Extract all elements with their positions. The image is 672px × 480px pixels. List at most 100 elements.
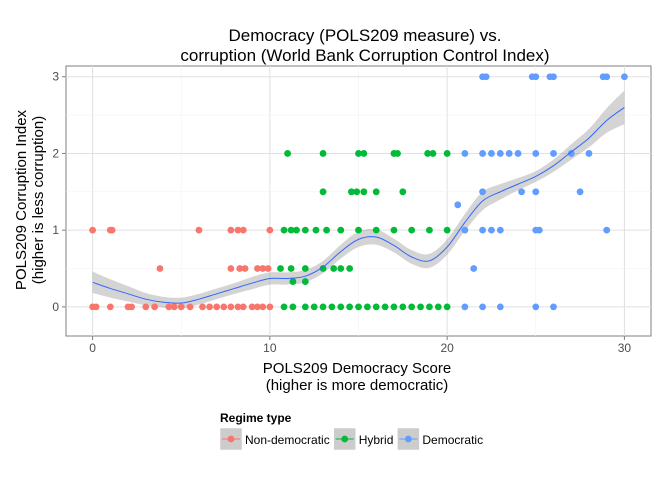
point-democratic (454, 201, 462, 209)
point-hybrid (323, 226, 330, 234)
point-democratic (479, 150, 486, 157)
point-hybrid (390, 226, 398, 234)
point-democratic (576, 188, 584, 196)
data-points (89, 73, 628, 311)
x-axis-title-line-2: (higher is more democratic) (266, 377, 449, 394)
point-hybrid (360, 150, 368, 157)
point-non-democratic (165, 303, 173, 311)
point-hybrid (287, 265, 295, 272)
point-hybrid (353, 188, 361, 196)
point-hybrid (284, 150, 291, 157)
point-democratic (603, 226, 611, 234)
point-democratic (532, 73, 540, 81)
point-hybrid (337, 265, 345, 272)
point-democratic (461, 226, 469, 234)
x-tick-label: 20 (440, 341, 454, 355)
point-hybrid (355, 303, 362, 311)
point-hybrid (426, 303, 433, 311)
point-hybrid (399, 303, 407, 311)
point-non-democratic (195, 226, 203, 234)
point-hybrid (337, 303, 345, 311)
point-democratic (488, 226, 495, 234)
y-axis-ticks: 0 1 2 3 (52, 70, 66, 314)
point-democratic (535, 226, 543, 234)
point-non-democratic (186, 303, 194, 311)
legend-label: Hybrid (359, 433, 394, 447)
point-non-democratic (239, 303, 247, 311)
point-democratic (532, 188, 540, 196)
point-hybrid (337, 226, 345, 234)
point-non-democratic (234, 303, 242, 311)
point-hybrid (330, 265, 338, 272)
point-hybrid (346, 265, 354, 272)
legend-entry-democratic: Democratic (397, 427, 483, 451)
point-democratic (518, 188, 525, 196)
point-hybrid (301, 226, 309, 234)
point-hybrid (443, 303, 451, 311)
legend-label: Democratic (422, 433, 483, 447)
point-hybrid (399, 188, 407, 196)
point-non-democratic (108, 226, 116, 234)
point-democratic (479, 188, 486, 196)
point-hybrid (287, 226, 295, 234)
point-non-democratic (254, 265, 261, 272)
point-hybrid (280, 303, 288, 311)
point-hybrid (372, 303, 380, 311)
point-non-democratic (236, 265, 244, 272)
x-tick-label: 0 (89, 341, 96, 355)
point-non-democratic (239, 226, 247, 234)
point-non-democratic (227, 265, 235, 272)
point-democratic (496, 226, 504, 234)
point-democratic (532, 150, 540, 157)
point-non-democratic (220, 303, 228, 311)
point-hybrid (319, 303, 327, 311)
point-hybrid (394, 150, 401, 157)
point-non-democratic (106, 303, 114, 311)
point-democratic (461, 303, 469, 311)
point-hybrid (319, 265, 327, 272)
point-hybrid (277, 265, 284, 272)
point-hybrid (434, 303, 442, 311)
y-axis-title-line-1: POLS209 Corruption Index (13, 109, 30, 290)
point-democratic (567, 150, 575, 157)
point-hybrid (408, 303, 416, 311)
point-hybrid (443, 226, 451, 234)
point-hybrid (301, 265, 309, 272)
point-non-democratic (128, 303, 135, 311)
point-hybrid (301, 303, 309, 311)
point-hybrid (429, 150, 437, 157)
point-hybrid (293, 226, 300, 234)
point-non-democratic (177, 303, 185, 311)
point-hybrid (372, 226, 380, 234)
point-democratic (482, 73, 490, 81)
point-hybrid (319, 188, 327, 196)
y-tick-label: 1 (52, 223, 59, 237)
x-tick-label: 10 (263, 341, 277, 355)
point-hybrid (328, 303, 336, 311)
point-non-democratic (227, 303, 235, 311)
point-non-democratic (213, 303, 221, 311)
point-hybrid (355, 150, 362, 157)
point-non-democratic (89, 226, 96, 234)
point-hybrid (348, 188, 355, 196)
point-hybrid (363, 303, 371, 311)
legend: Non-democratic Hybrid Democratic (219, 427, 483, 451)
point-hybrid (355, 226, 362, 234)
point-hybrid (417, 303, 424, 311)
point-democratic (585, 150, 593, 157)
point-non-democratic (227, 226, 235, 234)
point-hybrid (381, 303, 389, 311)
legend-label: Non-democratic (245, 433, 330, 447)
point-non-democratic (266, 226, 274, 234)
legend-entry-non-democratic: Non-democratic (219, 427, 330, 451)
point-non-democratic (241, 265, 249, 272)
smooth-fit-line (92, 107, 625, 304)
point-hybrid (424, 150, 432, 157)
point-non-democratic (248, 303, 256, 311)
y-tick-label: 0 (52, 300, 59, 314)
point-non-democratic (199, 303, 206, 311)
point-non-democratic (259, 265, 267, 272)
point-non-democratic (170, 303, 178, 311)
point-democratic (550, 73, 557, 81)
